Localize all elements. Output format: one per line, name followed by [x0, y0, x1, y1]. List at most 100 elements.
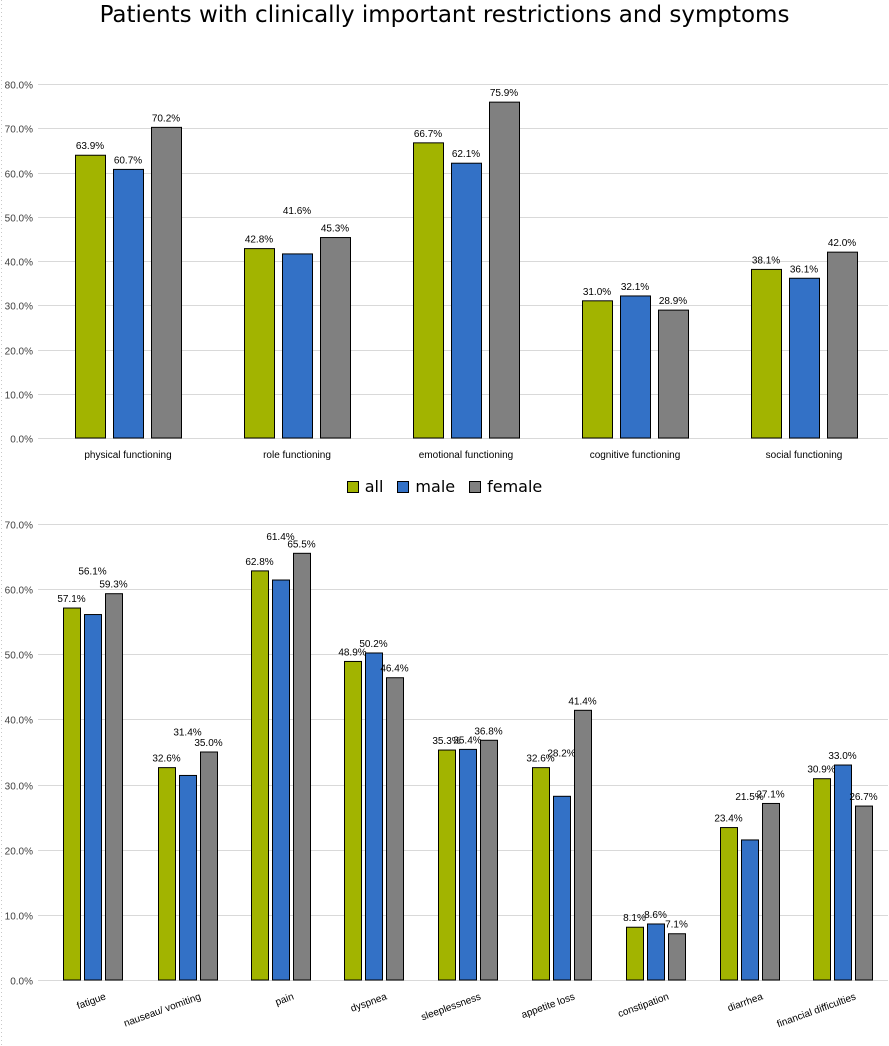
chart2-bar-male — [84, 614, 102, 981]
legend-item-female: female — [469, 477, 542, 496]
chart1-xtick-label: cognitive functioning — [590, 450, 681, 461]
chart2-ytick-label: 10.0% — [5, 912, 33, 923]
chart2-data-label-male: 21.5% — [735, 792, 763, 803]
legend-swatch-all — [346, 480, 359, 493]
chart1-ytick-label: 70.0% — [5, 125, 33, 136]
chart2-ytick-label: 30.0% — [5, 782, 33, 793]
chart1-data-label-male: 60.7% — [114, 155, 142, 166]
chart1-ytick-label: 80.0% — [5, 81, 33, 92]
chart2-xtick-label: sleeplessness — [420, 991, 483, 1023]
chart2-bar-female — [762, 802, 780, 981]
chart1-xtick-label: social functioning — [766, 450, 843, 461]
chart1-data-label-female: 45.3% — [321, 224, 349, 235]
chart1-ytick-label: 50.0% — [5, 214, 33, 225]
chart2-bar-female — [200, 751, 218, 981]
chart2-data-label-female: 7.1% — [665, 920, 688, 931]
chart2-data-label-all: 57.1% — [57, 594, 85, 605]
chart2-data-label-male: 35.4% — [453, 735, 481, 746]
chart1-bar-female — [827, 251, 858, 439]
chart2-data-label-female: 26.7% — [849, 792, 877, 803]
chart2-data-label-female: 65.5% — [287, 539, 315, 550]
chart2-bar-all — [158, 767, 176, 981]
chart2-bar-male — [834, 764, 852, 981]
chart2-bar-all — [813, 778, 831, 981]
legend-label-all: all — [364, 477, 384, 496]
chart2-bar-all — [63, 607, 81, 981]
chart2-bar-female — [386, 677, 404, 981]
chart1-data-label-all: 31.0% — [583, 287, 611, 298]
chart2-data-label-female: 36.8% — [474, 726, 502, 737]
chart2-bar-male — [272, 579, 290, 981]
chart1-bar-female — [658, 309, 689, 439]
chart2-xtick-label: financial difficulties — [776, 991, 858, 1030]
chart2-xtick-label: pain — [274, 991, 296, 1008]
chart2-ytick-label: 20.0% — [5, 847, 33, 858]
chart2-bar-all — [532, 767, 550, 981]
chart1-data-label-male: 41.6% — [283, 206, 311, 217]
chart2-bar-all — [344, 660, 362, 981]
chart2-data-label-female: 46.4% — [380, 664, 408, 675]
legend: all male female — [0, 477, 889, 496]
chart2-bar-female — [855, 805, 873, 981]
chart2-bar-all — [438, 749, 456, 981]
chart2-xtick-label: appetite loss — [520, 991, 577, 1021]
chart2-bar-all — [626, 926, 644, 981]
chart1-bar-all — [75, 154, 106, 439]
chart1-bar-male — [113, 168, 144, 439]
chart2-bar-all — [720, 827, 738, 981]
chart1-ytick-label: 0.0% — [10, 435, 33, 446]
chart1-data-label-female: 42.0% — [828, 238, 856, 249]
chart2-ytick-label: 0.0% — [10, 977, 33, 988]
chart1-xtick-label: emotional functioning — [419, 450, 514, 461]
chart2-data-label-male: 56.1% — [78, 567, 106, 578]
chart1-bar-male — [282, 253, 313, 439]
chart2-xtick-label: dyspnea — [349, 991, 389, 1014]
chart2-data-label-female: 59.3% — [99, 580, 127, 591]
chart2-bar-all — [251, 570, 269, 981]
chart1-ytick-label: 20.0% — [5, 347, 33, 358]
chart2-data-label-male: 31.4% — [173, 727, 201, 738]
chart2-bar-female — [574, 709, 592, 981]
chart2-data-label-all: 23.4% — [714, 814, 742, 825]
chart2-data-label-female: 27.1% — [756, 789, 784, 800]
chart1-xtick-label: role functioning — [263, 450, 331, 461]
chart2-data-label-female: 35.0% — [194, 738, 222, 749]
chart2-data-label-male: 28.2% — [547, 748, 575, 759]
chart2-ytick-label: 50.0% — [5, 651, 33, 662]
chart1-data-label-male: 62.1% — [452, 149, 480, 160]
chart2-bar-female — [668, 933, 686, 981]
chart-title: Patients with clinically important restr… — [99, 2, 790, 28]
chart1-data-label-all: 42.8% — [245, 235, 273, 246]
chart1-ytick-label: 30.0% — [5, 302, 33, 313]
chart1-data-label-female: 28.9% — [659, 296, 687, 307]
chart2-data-label-female: 41.4% — [568, 696, 596, 707]
chart2-data-label-male: 8.6% — [644, 910, 667, 921]
chart1-data-label-all: 38.1% — [752, 255, 780, 266]
legend-item-male: male — [397, 477, 455, 496]
chart2-data-label-all: 35.3% — [432, 736, 460, 747]
chart1-bar-all — [582, 300, 613, 439]
chart1-data-label-all: 63.9% — [76, 141, 104, 152]
chart1-bar-male — [620, 295, 651, 439]
legend-swatch-female — [469, 480, 482, 493]
chart2-bar-male — [553, 795, 571, 981]
chart2-data-label-male: 50.2% — [359, 639, 387, 650]
chart1-data-label-male: 32.1% — [621, 282, 649, 293]
chart1-bar-female — [151, 126, 182, 439]
chart2-bar-male — [179, 774, 197, 981]
chart1-bar-male — [451, 162, 482, 439]
chart2-bar-female — [480, 739, 498, 981]
chart1-ytick-label: 10.0% — [5, 391, 33, 402]
chart2-bar-male — [647, 923, 665, 981]
chart2-data-label-all: 30.9% — [807, 765, 835, 776]
chart2-data-label-all: 32.6% — [526, 754, 554, 765]
chart1-bar-all — [244, 248, 275, 439]
chart1-bar-all — [413, 142, 444, 439]
chart2-xtick-label: fatigue — [76, 991, 108, 1012]
chart2-xtick-label: constipation — [617, 991, 671, 1020]
chart1-data-label-male: 36.1% — [790, 264, 818, 275]
chart1-bar-male — [789, 277, 820, 439]
chart1-bar-female — [489, 101, 520, 439]
chart2-data-label-all: 32.6% — [152, 754, 180, 765]
chart1-ytick-label: 40.0% — [5, 258, 33, 269]
